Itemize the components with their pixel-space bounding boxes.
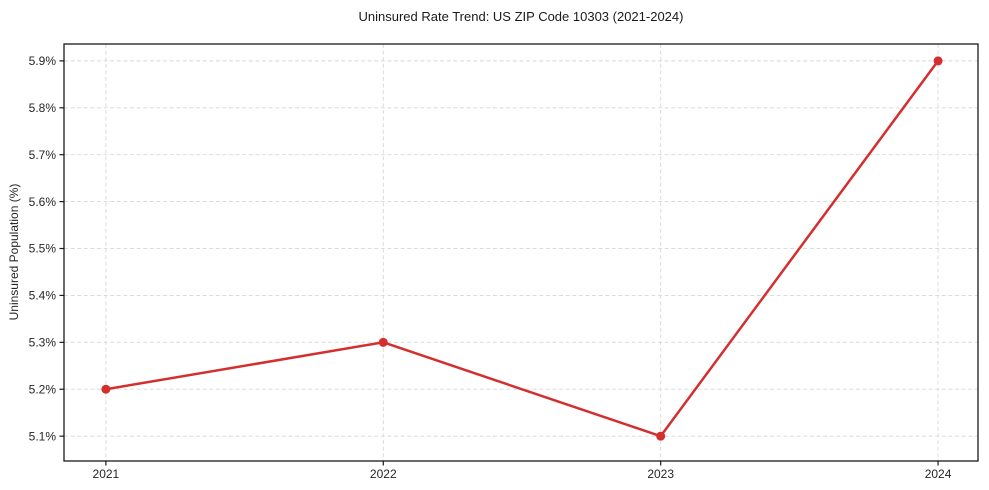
plot-border (63, 43, 979, 462)
y-tick-label: 5.6% (29, 195, 57, 209)
y-tick-label: 5.4% (29, 289, 57, 303)
data-point-marker (378, 337, 388, 347)
y-tick-label: 5.2% (29, 382, 57, 396)
grid-layer (64, 44, 978, 461)
data-point-marker (933, 56, 943, 66)
data-layer (101, 56, 943, 441)
axis-layer: 5.1% 5.2% 5.3% 5.4% 5.5% 5.6% 5.7% 5.8% 5.9% 2021… (29, 43, 979, 481)
y-tick-label: 5.1% (29, 429, 57, 443)
y-tick-label: 5.9% (29, 54, 57, 68)
trend-line (104, 59, 940, 438)
x-tick-label: 2022 (370, 467, 397, 481)
data-point-marker (656, 431, 666, 441)
x-tick-label: 2021 (93, 467, 120, 481)
y-tick-label: 5.7% (29, 148, 57, 162)
x-tick-label: 2023 (647, 467, 674, 481)
y-tick-label: 5.8% (29, 101, 57, 115)
y-tick-label: 5.3% (29, 336, 57, 350)
data-point-marker (101, 384, 111, 394)
y-tick-label: 5.5% (29, 242, 57, 256)
chart-title: Uninsured Rate Trend: US ZIP Code 10303 … (359, 9, 684, 24)
y-axis-label: Uninsured Population (%) (7, 184, 21, 321)
x-tick-label: 2024 (925, 467, 952, 481)
